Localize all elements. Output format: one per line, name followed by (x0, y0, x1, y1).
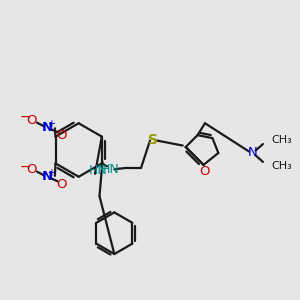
Text: N: N (248, 146, 257, 160)
Text: HN: HN (88, 164, 107, 177)
Text: CH₃: CH₃ (271, 161, 292, 171)
Text: N: N (42, 121, 53, 134)
Text: O: O (26, 114, 36, 127)
Text: HN: HN (100, 163, 119, 176)
Text: O: O (26, 163, 36, 176)
Text: O: O (199, 165, 210, 178)
Text: −: − (20, 110, 32, 124)
Text: +: + (47, 168, 55, 178)
Text: S: S (148, 133, 158, 147)
Text: −: − (20, 159, 32, 173)
Text: N: N (42, 170, 53, 183)
Text: O: O (56, 178, 67, 191)
Text: +: + (47, 119, 55, 129)
Text: O: O (56, 129, 67, 142)
Text: CH₃: CH₃ (271, 135, 292, 145)
